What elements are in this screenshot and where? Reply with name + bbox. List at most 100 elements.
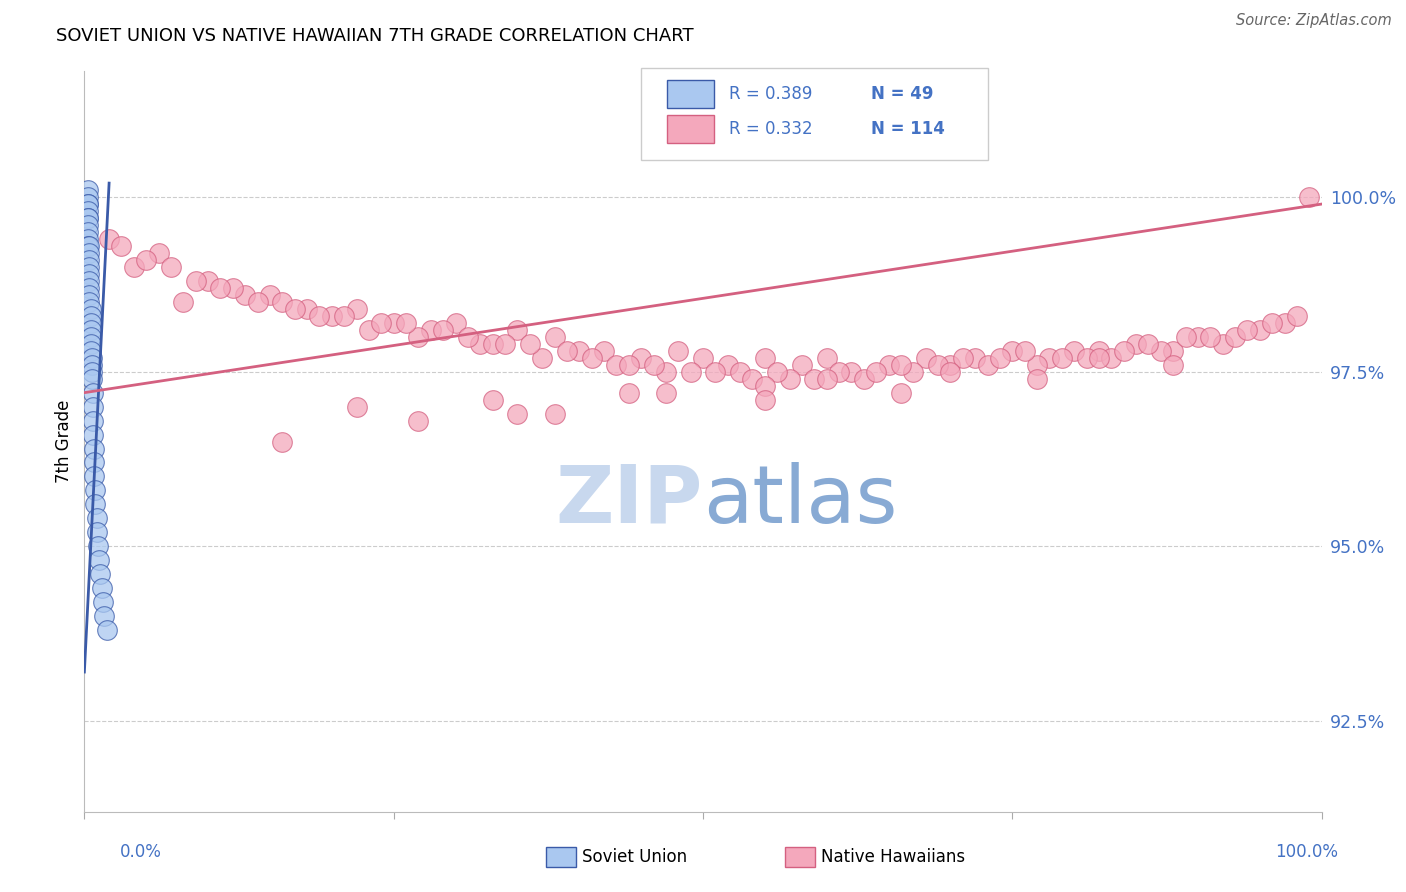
- Point: [321, 309, 343, 323]
- Point: [91, 595, 114, 609]
- Point: [77, 211, 100, 225]
- Point: [655, 385, 678, 400]
- Point: [692, 351, 714, 365]
- Point: [1285, 309, 1308, 323]
- Text: 0.0%: 0.0%: [120, 843, 162, 861]
- Point: [77, 239, 100, 253]
- Point: [506, 407, 529, 421]
- Point: [79, 323, 101, 337]
- Point: [1223, 330, 1246, 344]
- Point: [754, 378, 776, 392]
- Point: [271, 294, 294, 309]
- Point: [82, 400, 104, 414]
- Point: [543, 330, 565, 344]
- Point: [79, 260, 101, 274]
- Point: [481, 336, 503, 351]
- Point: [643, 358, 665, 372]
- Point: [803, 372, 825, 386]
- Text: atlas: atlas: [703, 462, 897, 540]
- Point: [704, 365, 727, 379]
- Point: [630, 351, 652, 365]
- FancyBboxPatch shape: [785, 847, 815, 867]
- Point: [209, 281, 232, 295]
- FancyBboxPatch shape: [666, 80, 714, 109]
- Point: [939, 358, 962, 372]
- Point: [1212, 336, 1234, 351]
- Point: [160, 260, 183, 274]
- Point: [1137, 336, 1160, 351]
- FancyBboxPatch shape: [641, 68, 987, 161]
- Point: [77, 197, 100, 211]
- Point: [494, 336, 516, 351]
- Point: [79, 309, 101, 323]
- Point: [914, 351, 936, 365]
- Point: [666, 343, 689, 358]
- Point: [82, 414, 104, 428]
- FancyBboxPatch shape: [666, 115, 714, 144]
- Point: [246, 294, 269, 309]
- Text: SOVIET UNION VS NATIVE HAWAIIAN 7TH GRADE CORRELATION CHART: SOVIET UNION VS NATIVE HAWAIIAN 7TH GRAD…: [56, 27, 695, 45]
- Point: [481, 392, 503, 407]
- Point: [382, 316, 405, 330]
- Point: [295, 301, 318, 316]
- Text: Source: ZipAtlas.com: Source: ZipAtlas.com: [1236, 13, 1392, 29]
- Point: [1026, 358, 1049, 372]
- Point: [79, 336, 101, 351]
- Point: [1187, 330, 1209, 344]
- Point: [86, 511, 108, 525]
- Point: [1063, 343, 1085, 358]
- Point: [77, 204, 100, 219]
- Point: [259, 288, 281, 302]
- Point: [952, 351, 974, 365]
- Point: [370, 316, 392, 330]
- Point: [172, 294, 194, 309]
- Point: [568, 343, 591, 358]
- Text: N = 49: N = 49: [872, 86, 934, 103]
- Point: [86, 525, 108, 540]
- Point: [988, 351, 1011, 365]
- Point: [1199, 330, 1222, 344]
- Point: [444, 316, 467, 330]
- Point: [80, 372, 103, 386]
- Point: [779, 372, 801, 386]
- Point: [1161, 358, 1184, 372]
- Point: [357, 323, 380, 337]
- Point: [1099, 351, 1122, 365]
- Point: [790, 358, 813, 372]
- Point: [79, 316, 101, 330]
- Point: [79, 274, 101, 288]
- Point: [93, 609, 115, 624]
- Point: [184, 274, 207, 288]
- Point: [80, 358, 103, 372]
- Point: [89, 553, 111, 567]
- Point: [877, 358, 900, 372]
- Point: [717, 358, 740, 372]
- Point: [79, 294, 101, 309]
- Point: [1038, 351, 1060, 365]
- Point: [1014, 343, 1036, 358]
- Point: [543, 407, 565, 421]
- Y-axis label: 7th Grade: 7th Grade: [55, 400, 73, 483]
- Text: Native Hawaiians: Native Hawaiians: [821, 848, 966, 866]
- Point: [90, 581, 112, 595]
- Point: [679, 365, 702, 379]
- Point: [728, 365, 751, 379]
- Point: [1125, 336, 1147, 351]
- Point: [222, 281, 245, 295]
- Point: [346, 400, 368, 414]
- Point: [531, 351, 554, 365]
- Point: [1150, 343, 1173, 358]
- Point: [82, 427, 104, 442]
- Point: [617, 358, 640, 372]
- Point: [79, 281, 101, 295]
- Point: [79, 267, 101, 281]
- Point: [617, 385, 640, 400]
- Text: R = 0.332: R = 0.332: [728, 120, 813, 138]
- Point: [197, 274, 219, 288]
- Point: [79, 252, 101, 267]
- Text: N = 114: N = 114: [872, 120, 945, 138]
- Point: [939, 365, 962, 379]
- Point: [84, 497, 107, 511]
- Point: [333, 309, 356, 323]
- Point: [519, 336, 541, 351]
